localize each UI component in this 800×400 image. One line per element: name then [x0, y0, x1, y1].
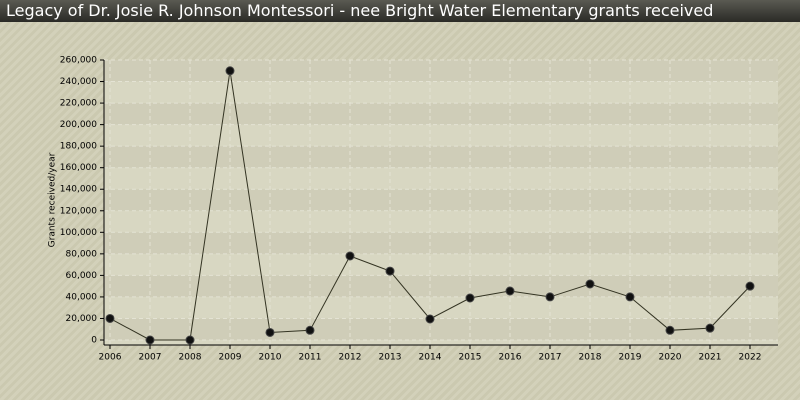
point — [665, 325, 675, 335]
point — [305, 325, 315, 335]
point — [625, 292, 635, 302]
point — [425, 314, 435, 324]
x-tick-label: 2014 — [419, 353, 442, 363]
y-tick-label: 80,000 — [66, 249, 98, 259]
y-tick-label: 20,000 — [66, 314, 98, 324]
point — [585, 279, 595, 289]
y-tick-label: 180,000 — [60, 142, 97, 152]
plot-band — [104, 318, 778, 340]
point — [545, 292, 555, 302]
x-tick-label: 2008 — [179, 353, 202, 363]
point — [265, 327, 275, 337]
y-tick-label: 240,000 — [60, 77, 97, 87]
y-tick-label: 100,000 — [60, 228, 97, 238]
x-tick-label: 2007 — [139, 353, 162, 363]
y-tick-label: 260,000 — [60, 56, 97, 66]
plot-band — [104, 103, 778, 125]
point — [185, 335, 195, 345]
x-tick-label: 2022 — [739, 353, 762, 363]
y-tick-label: 160,000 — [60, 163, 97, 173]
point — [105, 313, 115, 323]
x-tick-label: 2010 — [259, 353, 282, 363]
y-axis-label: Grants received/year — [48, 152, 58, 247]
point — [345, 251, 355, 261]
plot-band — [104, 232, 778, 254]
x-tick-label: 2015 — [459, 353, 482, 363]
y-tick-label: 140,000 — [60, 185, 97, 195]
x-tick-label: 2018 — [579, 353, 602, 363]
x-tick-label: 2021 — [699, 353, 722, 363]
y-tick-label: 60,000 — [66, 271, 98, 281]
point — [505, 286, 515, 296]
point — [225, 66, 235, 76]
y-tick-label: 200,000 — [60, 120, 97, 130]
y-tick-label: 40,000 — [66, 292, 98, 302]
chart-title: Legacy of Dr. Josie R. Johnson Montessor… — [0, 0, 800, 22]
x-tick-label: 2011 — [299, 353, 322, 363]
x-tick-label: 2013 — [379, 353, 402, 363]
plot-band — [104, 189, 778, 211]
point — [145, 335, 155, 345]
y-tick-label: 220,000 — [60, 99, 97, 109]
point — [745, 281, 755, 291]
point — [705, 323, 715, 333]
plot-band — [104, 60, 778, 82]
x-tick-label: 2019 — [619, 353, 642, 363]
point — [385, 266, 395, 276]
x-tick-label: 2016 — [499, 353, 522, 363]
x-tick-label: 2020 — [659, 353, 682, 363]
plot-band — [104, 146, 778, 168]
y-tick-label: 0 — [91, 336, 97, 346]
x-tick-label: 2012 — [339, 353, 362, 363]
y-tick-label: 120,000 — [60, 206, 97, 216]
plot-band — [104, 275, 778, 297]
x-tick-label: 2006 — [99, 353, 122, 363]
point — [465, 293, 475, 303]
x-tick-label: 2009 — [219, 353, 242, 363]
x-tick-label: 2017 — [539, 353, 562, 363]
